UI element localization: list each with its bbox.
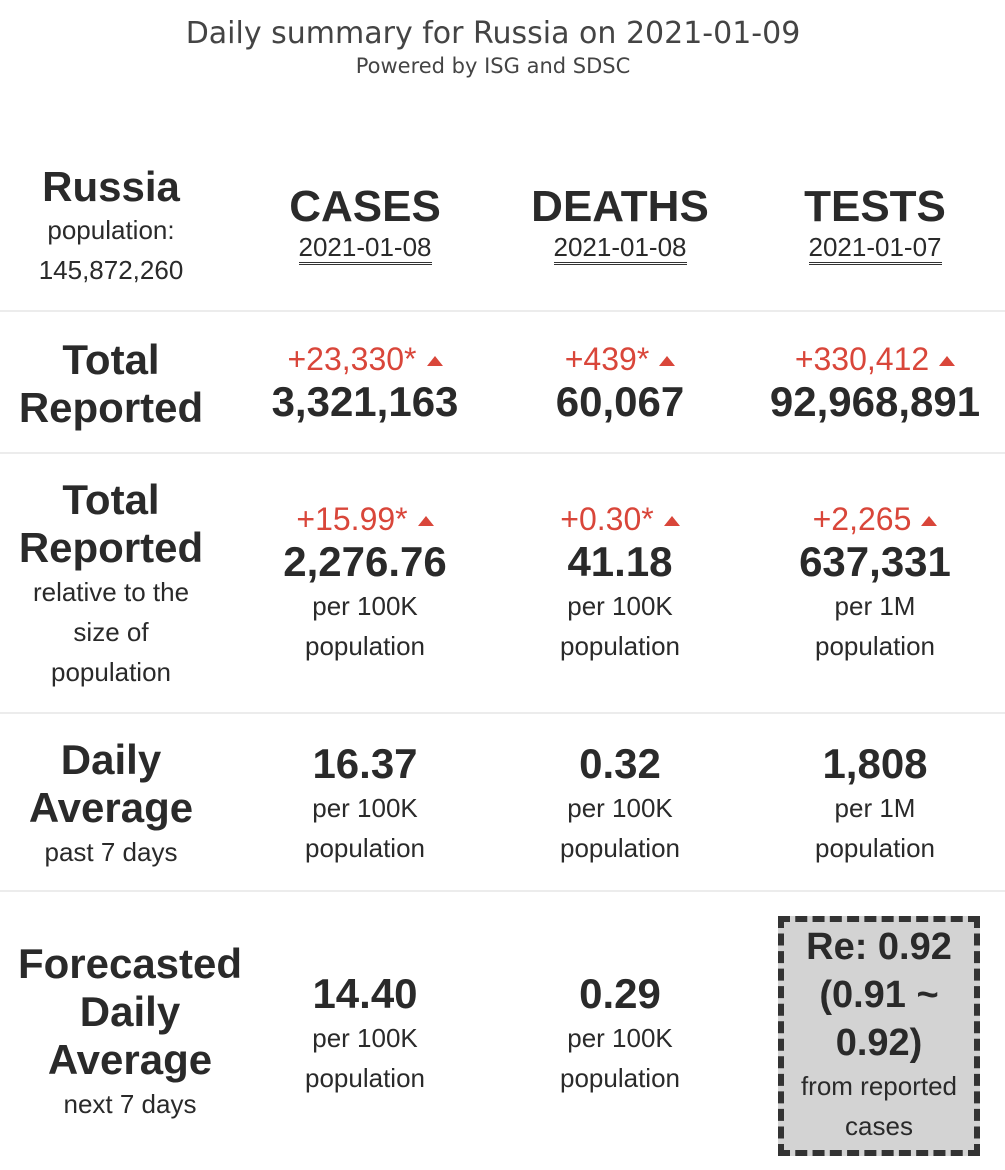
up-triangle-icon: [659, 356, 676, 366]
column-header-row: Russia population: 145,872,260 CASES 202…: [0, 160, 1005, 310]
relative-value: 2,276.76: [283, 538, 447, 585]
unit-label: population: [305, 631, 425, 661]
row-label-cell: Total Reported relative to the size of p…: [0, 476, 222, 692]
country-name: Russia: [42, 163, 180, 210]
re-box: Re: 0.92 (0.91 ~ 0.92) from reported cas…: [778, 916, 980, 1156]
deaths-header: DEATHS 2021-01-08: [495, 182, 745, 265]
deaths-relative-cell: +0.30* 41.18 per 100K population: [495, 500, 745, 666]
total-reported-row: Total Reported +23,330* 3,321,163 +439* …: [0, 310, 1005, 452]
forecast-value: 0.29: [579, 970, 661, 1017]
average-value: 1,808: [822, 740, 928, 787]
total-value: 60,067: [555, 378, 685, 425]
delta-value: +330,412: [750, 340, 1000, 378]
unit-label: population: [560, 833, 680, 863]
up-triangle-icon: [426, 356, 443, 366]
tests-average-cell: 1,808 per 1M population: [750, 740, 1000, 868]
column-date[interactable]: 2021-01-08: [553, 232, 687, 265]
up-triangle-icon: [417, 516, 434, 526]
row-label: Daily: [60, 736, 162, 783]
column-date[interactable]: 2021-01-08: [298, 232, 432, 265]
row-sublabel: next 7 days: [63, 1089, 197, 1119]
re-range: (0.91 ~: [819, 974, 939, 1016]
row-label: Reported: [18, 384, 204, 431]
relative-value: 637,331: [799, 538, 951, 585]
up-triangle-icon: [663, 516, 680, 526]
tests-total-cell: +330,412 92,968,891: [750, 340, 1000, 426]
re-range: 0.92): [835, 1022, 923, 1064]
row-sublabel: size of: [73, 617, 149, 647]
average-value: 0.32: [579, 740, 661, 787]
cases-average-cell: 16.37 per 100K population: [240, 740, 490, 868]
re-note: cases: [845, 1111, 913, 1141]
unit-label: population: [305, 1063, 425, 1093]
relative-row: Total Reported relative to the size of p…: [0, 452, 1005, 712]
row-sublabel: past 7 days: [44, 837, 178, 867]
up-triangle-icon: [921, 516, 938, 526]
page-title: Daily summary for Russia on 2021-01-09: [185, 16, 801, 51]
deaths-total-cell: +439* 60,067: [495, 340, 745, 426]
population-value: 145,872,260: [38, 255, 184, 285]
up-triangle-icon: [939, 356, 956, 366]
page-subtitle: Powered by ISG and SDSC: [355, 54, 631, 78]
row-sublabel: population: [51, 657, 171, 687]
relative-value: 41.18: [567, 538, 673, 585]
population-label: population:: [47, 215, 175, 245]
unit-label: population: [815, 833, 935, 863]
column-title: TESTS: [804, 182, 946, 231]
deaths-forecast-cell: 0.29 per 100K population: [495, 970, 745, 1098]
tests-relative-cell: +2,265 637,331 per 1M population: [750, 500, 1000, 666]
row-label: Forecasted: [17, 940, 243, 987]
total-value: 92,968,891: [769, 378, 981, 425]
forecast-row: Forecasted Daily Average next 7 days 14.…: [0, 890, 1005, 1170]
unit-label: population: [560, 631, 680, 661]
cases-forecast-cell: 14.40 per 100K population: [240, 970, 490, 1098]
forecast-value: 14.40: [312, 970, 418, 1017]
row-label: Average: [47, 1036, 213, 1083]
delta-value: +0.30*: [495, 500, 745, 538]
column-title: DEATHS: [531, 182, 709, 231]
country-cell: Russia population: 145,872,260: [0, 164, 222, 290]
unit-label: population: [305, 833, 425, 863]
re-note: from reported: [800, 1071, 958, 1101]
unit-label: per 100K: [567, 1023, 673, 1053]
unit-label: per 1M: [834, 793, 916, 823]
row-sublabel: relative to the: [32, 577, 190, 607]
unit-label: per 100K: [312, 1023, 418, 1053]
row-label-cell: Daily Average past 7 days: [0, 736, 222, 872]
row-label: Reported: [18, 524, 204, 571]
unit-label: population: [815, 631, 935, 661]
unit-label: per 100K: [312, 591, 418, 621]
column-date[interactable]: 2021-01-07: [808, 232, 942, 265]
cases-total-cell: +23,330* 3,321,163: [240, 340, 490, 426]
unit-label: per 100K: [312, 793, 418, 823]
tests-header: TESTS 2021-01-07: [750, 182, 1000, 265]
cases-relative-cell: +15.99* 2,276.76 per 100K population: [240, 500, 490, 666]
column-title: CASES: [289, 182, 441, 231]
deaths-average-cell: 0.32 per 100K population: [495, 740, 745, 868]
cases-header: CASES 2021-01-08: [240, 182, 490, 265]
unit-label: population: [560, 1063, 680, 1093]
unit-label: per 100K: [567, 793, 673, 823]
re-value: Re: 0.92: [806, 926, 952, 968]
delta-value: +439*: [495, 340, 745, 378]
delta-value: +15.99*: [240, 500, 490, 538]
row-label-cell: Total Reported: [0, 336, 222, 432]
average-value: 16.37: [312, 740, 418, 787]
row-label: Daily: [79, 988, 181, 1035]
delta-value: +2,265: [750, 500, 1000, 538]
page-header: Daily summary for Russia on 2021-01-09 P…: [0, 0, 986, 79]
row-label: Total: [62, 336, 160, 383]
delta-value: +23,330*: [240, 340, 490, 378]
row-label: Total: [62, 476, 160, 523]
unit-label: per 100K: [567, 591, 673, 621]
total-value: 3,321,163: [271, 378, 459, 425]
daily-average-row: Daily Average past 7 days 16.37 per 100K…: [0, 712, 1005, 890]
row-label-cell: Forecasted Daily Average next 7 days: [0, 940, 260, 1124]
row-label: Average: [28, 784, 194, 831]
unit-label: per 1M: [834, 591, 916, 621]
